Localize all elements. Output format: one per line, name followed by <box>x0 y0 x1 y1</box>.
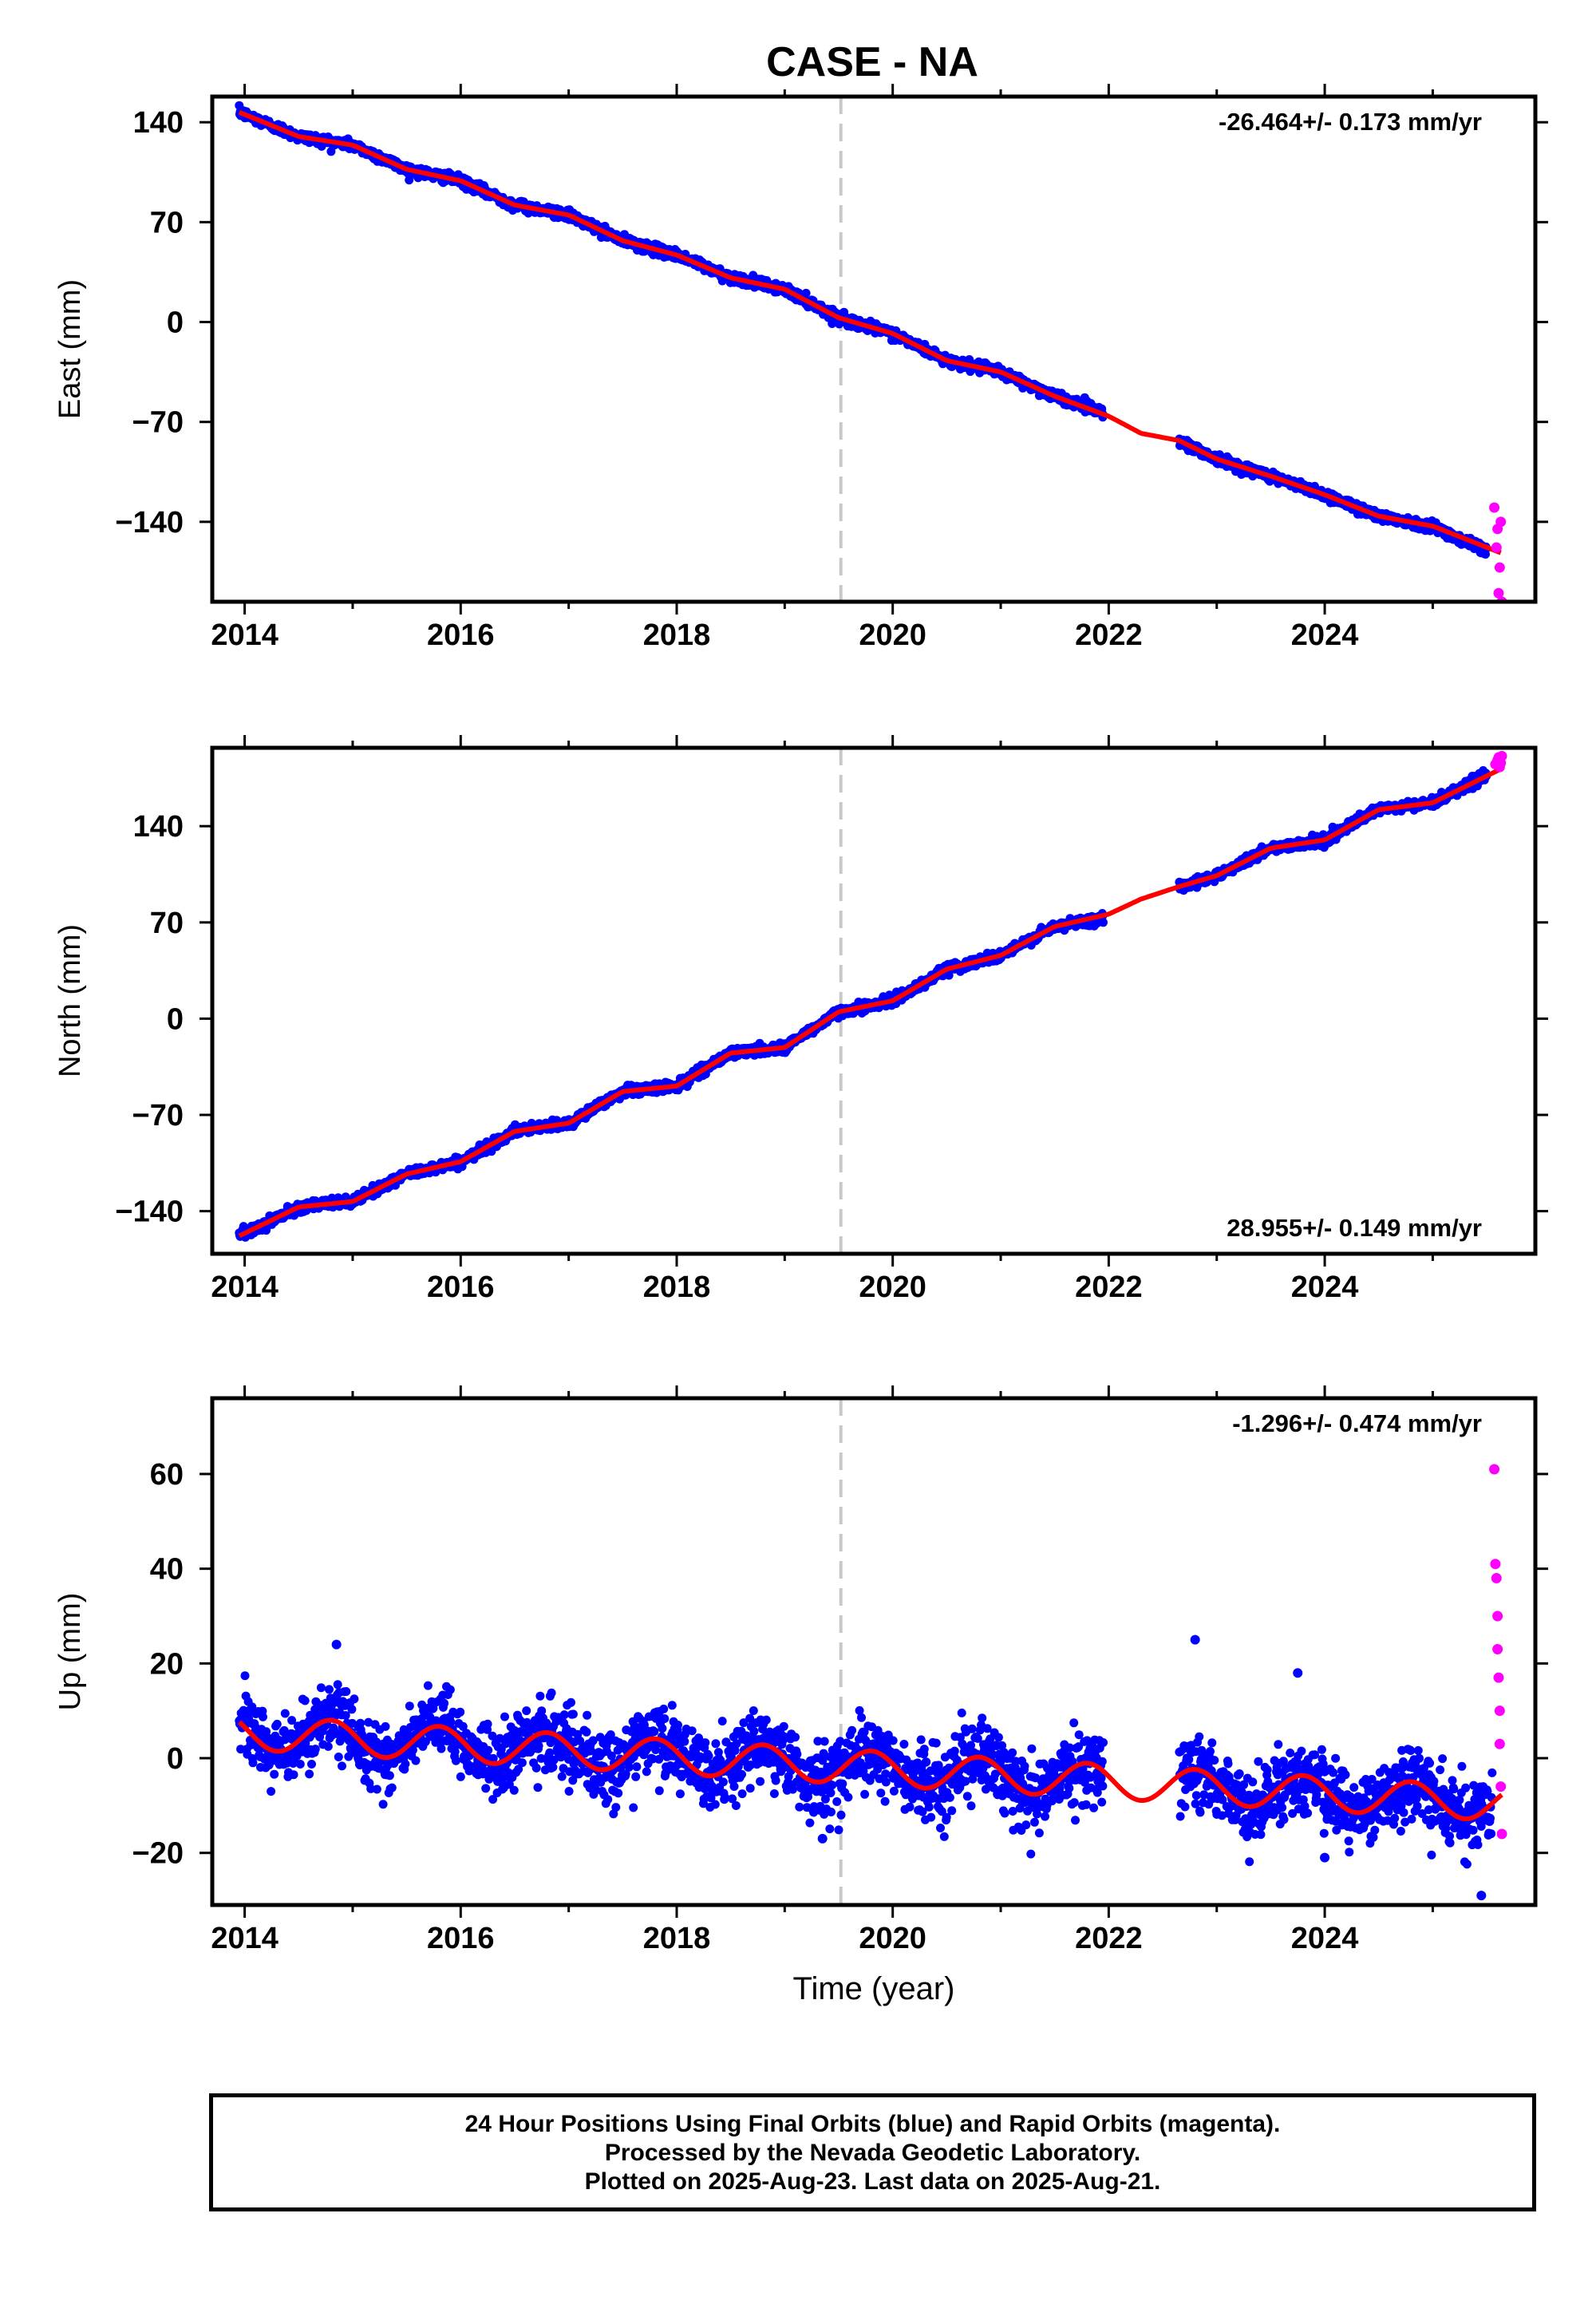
panel-east: 2014 2016 2018 2020 2022 2024 −140 −70 0 70 140 Eas… <box>53 84 1548 652</box>
east-plot-area <box>235 97 1507 602</box>
x-tick-label: 2022 <box>1075 619 1143 652</box>
y-tick-label: 140 <box>133 106 184 140</box>
x-tick-label: 2014 <box>211 619 279 652</box>
east-rate-label: -26.464+/- 0.173 mm/yr <box>1219 108 1482 136</box>
y-tick-label: 70 <box>150 206 184 239</box>
east-final-orbit-point <box>801 288 811 298</box>
figure-title: CASE - NA <box>766 39 978 85</box>
x-tick-label: 2018 <box>643 619 711 652</box>
east-model-fit-line <box>238 109 1502 555</box>
x-tick-label: 2020 <box>859 619 926 652</box>
east-rapid-orbit-points <box>1489 502 1507 602</box>
north-final-orbit-point <box>1099 918 1108 927</box>
east-rapid-orbit-point <box>1491 542 1502 553</box>
y-tick-label: −70 <box>132 406 184 440</box>
east-plot-frame <box>210 94 1538 604</box>
x-tick-label: 2024 <box>1291 619 1359 652</box>
north-plot-area <box>235 748 1507 1254</box>
y-tick-label: 0 <box>167 306 184 340</box>
east-final-orbit-point <box>405 176 414 185</box>
east-rapid-orbit-point <box>1494 562 1505 573</box>
east-rapid-orbit-point <box>1495 516 1507 528</box>
y-tick-label: −140 <box>115 506 184 539</box>
east-axis-label: East (mm) <box>53 279 87 419</box>
x-tick-label: 2016 <box>427 619 495 652</box>
east-rapid-orbit-point <box>1489 502 1500 513</box>
east-rapid-orbit-point <box>1493 587 1504 599</box>
east-final-orbit-points <box>235 101 1491 559</box>
panel-north: 2014 2016 2018 2020 2022 2024−140−70070140Nor… <box>53 735 1548 1304</box>
